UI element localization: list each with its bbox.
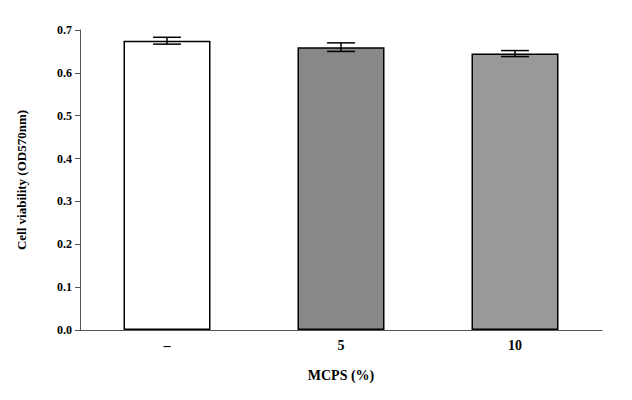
svg-text:0.1: 0.1 — [57, 280, 72, 294]
svg-text:Cell viability (OD570nm): Cell viability (OD570nm) — [14, 110, 29, 250]
svg-text:10: 10 — [508, 338, 522, 353]
svg-text:0.4: 0.4 — [57, 152, 72, 166]
svg-text:0.6: 0.6 — [57, 66, 72, 80]
svg-text:0.3: 0.3 — [57, 194, 72, 208]
svg-text:0.7: 0.7 — [57, 23, 72, 37]
svg-text:0.0: 0.0 — [57, 323, 72, 337]
svg-text:MCPS (%): MCPS (%) — [308, 368, 375, 384]
svg-text:0.2: 0.2 — [57, 237, 72, 251]
svg-text:5: 5 — [338, 338, 345, 353]
svg-text:–: – — [163, 338, 172, 353]
svg-text:0.5: 0.5 — [57, 109, 72, 123]
